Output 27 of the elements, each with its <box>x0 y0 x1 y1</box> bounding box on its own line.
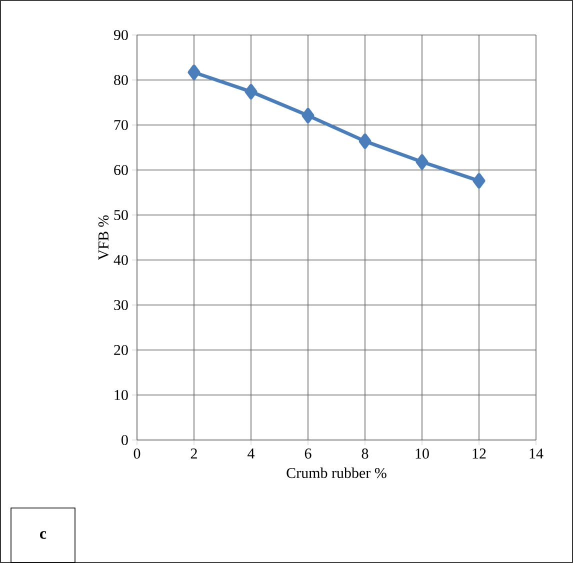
x-tick-label: 0 <box>134 448 140 459</box>
point <box>244 84 258 100</box>
point <box>302 108 314 124</box>
x-tick-label: 10 <box>416 448 429 459</box>
y-tick-label: 40 <box>114 254 128 266</box>
y-tick-label: 20 <box>114 344 128 356</box>
x-tick-label: 12 <box>472 448 486 458</box>
y-tick-label: 50 <box>114 210 128 220</box>
y-tick-label: 0 <box>122 434 128 446</box>
y-tick-label: 10 <box>114 390 128 400</box>
text: c <box>40 531 46 539</box>
x-tick-label: 4 <box>248 448 255 458</box>
x-axis-title: Crumb rubber % <box>286 468 386 478</box>
y-axis-title: VFB % <box>98 215 109 260</box>
y-tick-label: 60 <box>114 164 128 176</box>
point <box>358 133 372 149</box>
x-tick-label: 2 <box>190 448 197 458</box>
point <box>416 154 428 170</box>
point <box>472 173 486 189</box>
y-tick-label: 70 <box>114 120 128 130</box>
point <box>188 64 200 80</box>
x-tick-label: 6 <box>304 448 312 459</box>
y-tick-label: 30 <box>114 300 128 310</box>
x-tick-label: 14 <box>530 448 544 458</box>
y-tick-label: 80 <box>114 74 128 86</box>
y-tick-label: 90 <box>114 30 128 40</box>
x-tick-label: 8 <box>362 448 368 459</box>
